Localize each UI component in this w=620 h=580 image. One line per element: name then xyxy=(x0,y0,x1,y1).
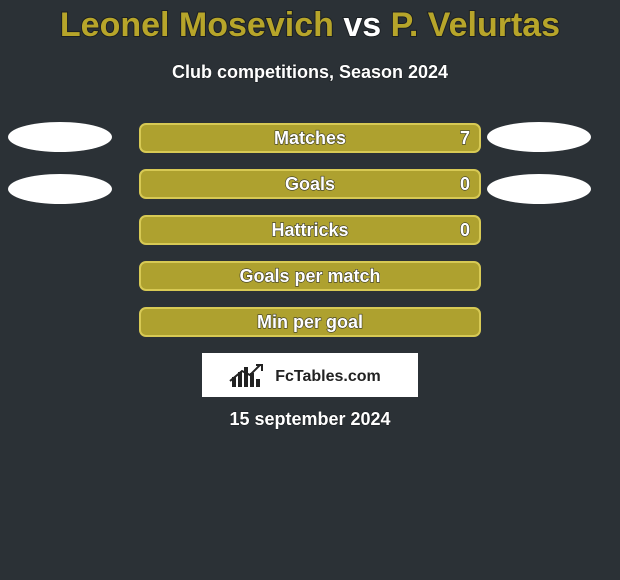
stat-bar-label: Matches xyxy=(274,128,346,148)
stat-bar-label: Min per goal xyxy=(257,312,363,332)
stat-bar-label: Goals per match xyxy=(239,266,380,286)
page-title: Leonel Mosevich vs P. Velurtas xyxy=(60,6,560,44)
title-player1: Leonel Mosevich xyxy=(60,6,334,44)
stat-bar-value: 0 xyxy=(460,220,470,240)
stat-bar-label: Goals xyxy=(285,174,335,194)
svg-canvas: Leonel Mosevich vs P. Velurtas Club comp… xyxy=(0,0,620,580)
comparison-infographic: Leonel Mosevich vs P. Velurtas Club comp… xyxy=(0,0,620,580)
stat-bar-value: 7 xyxy=(460,128,470,148)
footer-date: 15 september 2024 xyxy=(229,409,390,429)
brand-text: FcTables.com xyxy=(275,368,381,385)
title-vs: vs xyxy=(334,6,391,44)
side-ellipse-left xyxy=(8,122,112,152)
chart-icon-bar xyxy=(256,379,260,387)
stat-bar-value: 0 xyxy=(460,174,470,194)
side-ellipse-right xyxy=(487,174,591,204)
chart-icon-bar xyxy=(244,367,248,387)
subtitle: Club competitions, Season 2024 xyxy=(172,62,448,82)
brand-badge: FcTables.com xyxy=(202,353,418,397)
stat-bar-label: Hattricks xyxy=(271,220,348,240)
title-player2: P. Velurtas xyxy=(391,6,561,44)
side-ellipse-left xyxy=(8,174,112,204)
side-ellipse-right xyxy=(487,122,591,152)
